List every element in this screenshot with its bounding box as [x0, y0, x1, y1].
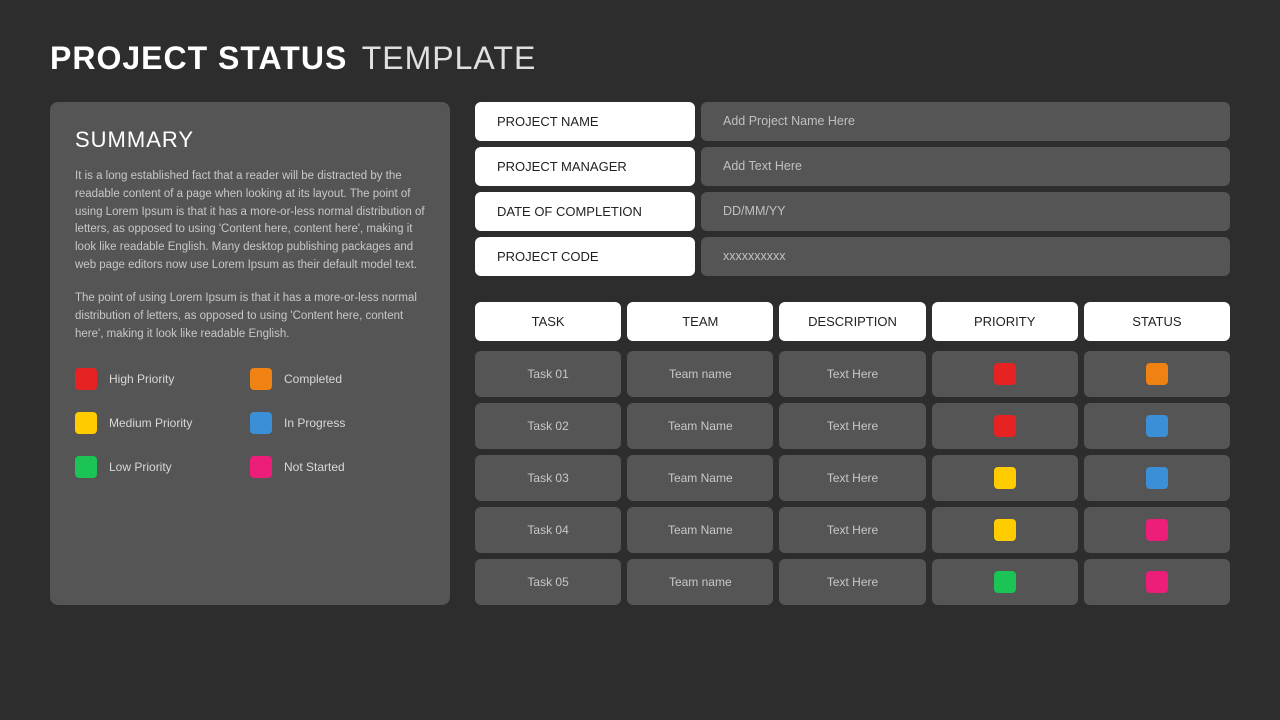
title-sub: TEMPLATE	[362, 40, 537, 76]
meta-value: Add Project Name Here	[701, 102, 1230, 141]
status-chip	[1146, 415, 1168, 437]
priority-cell	[932, 559, 1078, 605]
legend-item: In Progress	[250, 412, 425, 434]
column-header: DESCRIPTION	[779, 302, 925, 341]
task-cell: Task 02	[475, 403, 621, 449]
meta-row: PROJECT CODExxxxxxxxxx	[475, 237, 1230, 276]
description-cell: Text Here	[779, 559, 925, 605]
status-cell	[1084, 559, 1230, 605]
color-swatch	[75, 412, 97, 434]
status-cell	[1084, 455, 1230, 501]
summary-panel: SUMMARY It is a long established fact th…	[50, 102, 450, 605]
meta-label: PROJECT CODE	[475, 237, 695, 276]
priority-cell	[932, 455, 1078, 501]
meta-value: xxxxxxxxxx	[701, 237, 1230, 276]
description-cell: Text Here	[779, 455, 925, 501]
task-cell: Task 01	[475, 351, 621, 397]
priority-chip	[994, 467, 1016, 489]
priority-chip	[994, 363, 1016, 385]
table-row: Task 02Team NameText Here	[475, 403, 1230, 449]
legend-label: Not Started	[284, 460, 345, 474]
team-cell: Team name	[627, 559, 773, 605]
legend-item: Low Priority	[75, 456, 250, 478]
details-panel: PROJECT NAMEAdd Project Name HerePROJECT…	[475, 102, 1230, 605]
status-cell	[1084, 403, 1230, 449]
meta-value: DD/MM/YY	[701, 192, 1230, 231]
color-swatch	[250, 368, 272, 390]
priority-chip	[994, 415, 1016, 437]
status-chip	[1146, 363, 1168, 385]
task-cell: Task 05	[475, 559, 621, 605]
column-header: TASK	[475, 302, 621, 341]
task-cell: Task 04	[475, 507, 621, 553]
meta-row: DATE OF COMPLETIONDD/MM/YY	[475, 192, 1230, 231]
summary-paragraph: It is a long established fact that a rea…	[75, 168, 425, 275]
priority-chip	[994, 519, 1016, 541]
meta-value: Add Text Here	[701, 147, 1230, 186]
team-cell: Team Name	[627, 507, 773, 553]
column-header: PRIORITY	[932, 302, 1078, 341]
meta-label: DATE OF COMPLETION	[475, 192, 695, 231]
status-chip	[1146, 571, 1168, 593]
legend: High Priority Completed Medium Priority In …	[75, 368, 425, 478]
priority-cell	[932, 507, 1078, 553]
legend-item: Not Started	[250, 456, 425, 478]
description-cell: Text Here	[779, 403, 925, 449]
status-chip	[1146, 519, 1168, 541]
meta-row: PROJECT NAMEAdd Project Name Here	[475, 102, 1230, 141]
task-cell: Task 03	[475, 455, 621, 501]
description-cell: Text Here	[779, 507, 925, 553]
priority-cell	[932, 351, 1078, 397]
color-swatch	[75, 456, 97, 478]
status-cell	[1084, 507, 1230, 553]
legend-label: In Progress	[284, 416, 345, 430]
legend-item: High Priority	[75, 368, 250, 390]
status-cell	[1084, 351, 1230, 397]
legend-label: Low Priority	[109, 460, 172, 474]
page-title: PROJECT STATUS TEMPLATE	[50, 40, 1230, 77]
priority-cell	[932, 403, 1078, 449]
project-meta: PROJECT NAMEAdd Project Name HerePROJECT…	[475, 102, 1230, 282]
color-swatch	[250, 456, 272, 478]
task-table-header: TASKTEAMDESCRIPTIONPRIORITYSTATUS	[475, 302, 1230, 341]
team-cell: Team Name	[627, 403, 773, 449]
description-cell: Text Here	[779, 351, 925, 397]
title-main: PROJECT STATUS	[50, 40, 347, 76]
table-row: Task 03Team NameText Here	[475, 455, 1230, 501]
table-row: Task 05Team nameText Here	[475, 559, 1230, 605]
summary-paragraph: The point of using Lorem Ipsum is that i…	[75, 290, 425, 343]
meta-label: PROJECT MANAGER	[475, 147, 695, 186]
column-header: STATUS	[1084, 302, 1230, 341]
column-header: TEAM	[627, 302, 773, 341]
legend-item: Medium Priority	[75, 412, 250, 434]
team-cell: Team Name	[627, 455, 773, 501]
table-row: Task 04Team NameText Here	[475, 507, 1230, 553]
team-cell: Team name	[627, 351, 773, 397]
summary-heading: SUMMARY	[75, 127, 425, 153]
table-row: Task 01Team nameText Here	[475, 351, 1230, 397]
color-swatch	[75, 368, 97, 390]
priority-chip	[994, 571, 1016, 593]
task-table-body: Task 01Team nameText HereTask 02Team Nam…	[475, 351, 1230, 605]
legend-item: Completed	[250, 368, 425, 390]
status-chip	[1146, 467, 1168, 489]
color-swatch	[250, 412, 272, 434]
legend-label: Medium Priority	[109, 416, 192, 430]
summary-body: It is a long established fact that a rea…	[75, 168, 425, 343]
legend-label: Completed	[284, 372, 342, 386]
meta-row: PROJECT MANAGERAdd Text Here	[475, 147, 1230, 186]
meta-label: PROJECT NAME	[475, 102, 695, 141]
legend-label: High Priority	[109, 372, 174, 386]
